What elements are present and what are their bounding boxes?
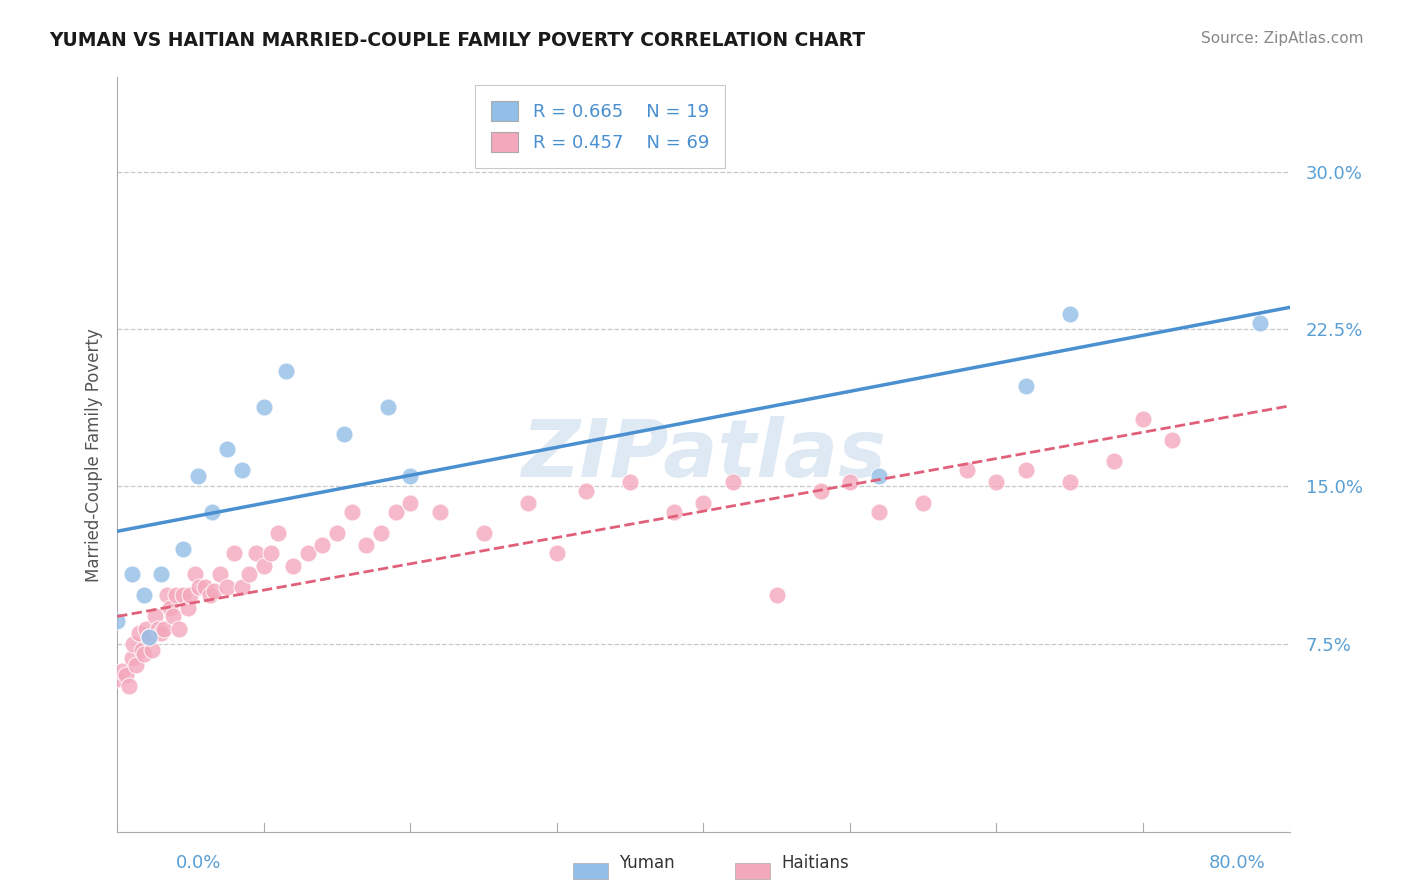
Point: [125, 657, 148, 672]
Point: [179, 589, 201, 603]
Point: [662, 504, 685, 518]
Point: [115, 668, 138, 682]
Text: 80.0%: 80.0%: [1209, 855, 1265, 872]
Point: [132, 589, 155, 603]
Point: [153, 622, 176, 636]
Point: [326, 525, 349, 540]
Point: [356, 538, 378, 552]
Point: [217, 580, 239, 594]
Point: [692, 496, 714, 510]
Text: 0.0%: 0.0%: [176, 855, 221, 872]
Point: [260, 546, 283, 560]
Point: [912, 496, 935, 510]
Point: [188, 580, 211, 594]
Point: [575, 483, 598, 498]
Point: [311, 538, 333, 552]
Point: [245, 546, 267, 560]
Point: [1132, 412, 1154, 426]
Point: [1161, 434, 1184, 448]
Point: [131, 643, 153, 657]
Point: [1059, 307, 1081, 321]
Point: [721, 475, 744, 490]
Point: [1015, 378, 1038, 392]
Point: [224, 546, 246, 560]
Point: [121, 651, 143, 665]
Point: [167, 622, 190, 636]
Point: [384, 504, 406, 518]
Point: [141, 643, 163, 657]
Point: [132, 647, 155, 661]
Point: [274, 364, 297, 378]
Point: [472, 525, 495, 540]
Point: [162, 609, 184, 624]
Point: [156, 589, 179, 603]
Point: [122, 637, 145, 651]
Point: [370, 525, 392, 540]
Point: [810, 483, 832, 498]
Point: [516, 496, 538, 510]
Point: [187, 469, 209, 483]
Point: [217, 442, 239, 456]
Point: [333, 426, 356, 441]
Text: YUMAN VS HAITIAN MARRIED-COUPLE FAMILY POVERTY CORRELATION CHART: YUMAN VS HAITIAN MARRIED-COUPLE FAMILY P…: [49, 31, 865, 50]
Point: [765, 589, 787, 603]
Point: [172, 589, 194, 603]
Point: [194, 580, 217, 594]
Point: [118, 679, 141, 693]
Point: [138, 631, 160, 645]
Point: [1015, 462, 1038, 476]
Point: [208, 567, 231, 582]
Point: [868, 469, 890, 483]
Point: [297, 546, 319, 560]
Point: [172, 542, 194, 557]
Point: [159, 601, 181, 615]
Text: Haitians: Haitians: [782, 855, 849, 872]
Point: [201, 504, 224, 518]
Point: [340, 504, 363, 518]
Point: [281, 559, 304, 574]
Point: [148, 622, 170, 636]
Point: [231, 580, 253, 594]
Point: [267, 525, 290, 540]
Point: [165, 589, 187, 603]
Point: [868, 504, 890, 518]
Point: [143, 609, 166, 624]
Point: [135, 622, 157, 636]
Y-axis label: Married-Couple Family Poverty: Married-Couple Family Poverty: [86, 328, 103, 582]
Point: [110, 664, 132, 678]
Point: [253, 559, 276, 574]
Legend: R = 0.665    N = 19, R = 0.457    N = 69: R = 0.665 N = 19, R = 0.457 N = 69: [475, 85, 725, 168]
Point: [253, 400, 276, 414]
Point: [198, 589, 221, 603]
Point: [399, 469, 422, 483]
Point: [1059, 475, 1081, 490]
Point: [105, 614, 128, 628]
Point: [986, 475, 1008, 490]
Point: [105, 673, 128, 687]
Point: [238, 567, 260, 582]
Text: Source: ZipAtlas.com: Source: ZipAtlas.com: [1201, 31, 1364, 46]
Point: [128, 626, 150, 640]
Point: [138, 631, 160, 645]
Point: [429, 504, 451, 518]
Point: [150, 626, 173, 640]
Point: [176, 601, 198, 615]
Point: [150, 567, 173, 582]
Text: ZIPatlas: ZIPatlas: [520, 416, 886, 494]
Point: [546, 546, 568, 560]
Point: [399, 496, 422, 510]
Point: [619, 475, 641, 490]
Point: [1249, 316, 1271, 330]
Point: [231, 462, 253, 476]
Point: [202, 584, 225, 599]
Text: Yuman: Yuman: [619, 855, 675, 872]
Point: [184, 567, 207, 582]
Point: [1102, 454, 1125, 468]
Point: [956, 462, 979, 476]
Point: [377, 400, 399, 414]
Point: [838, 475, 860, 490]
Point: [121, 567, 143, 582]
